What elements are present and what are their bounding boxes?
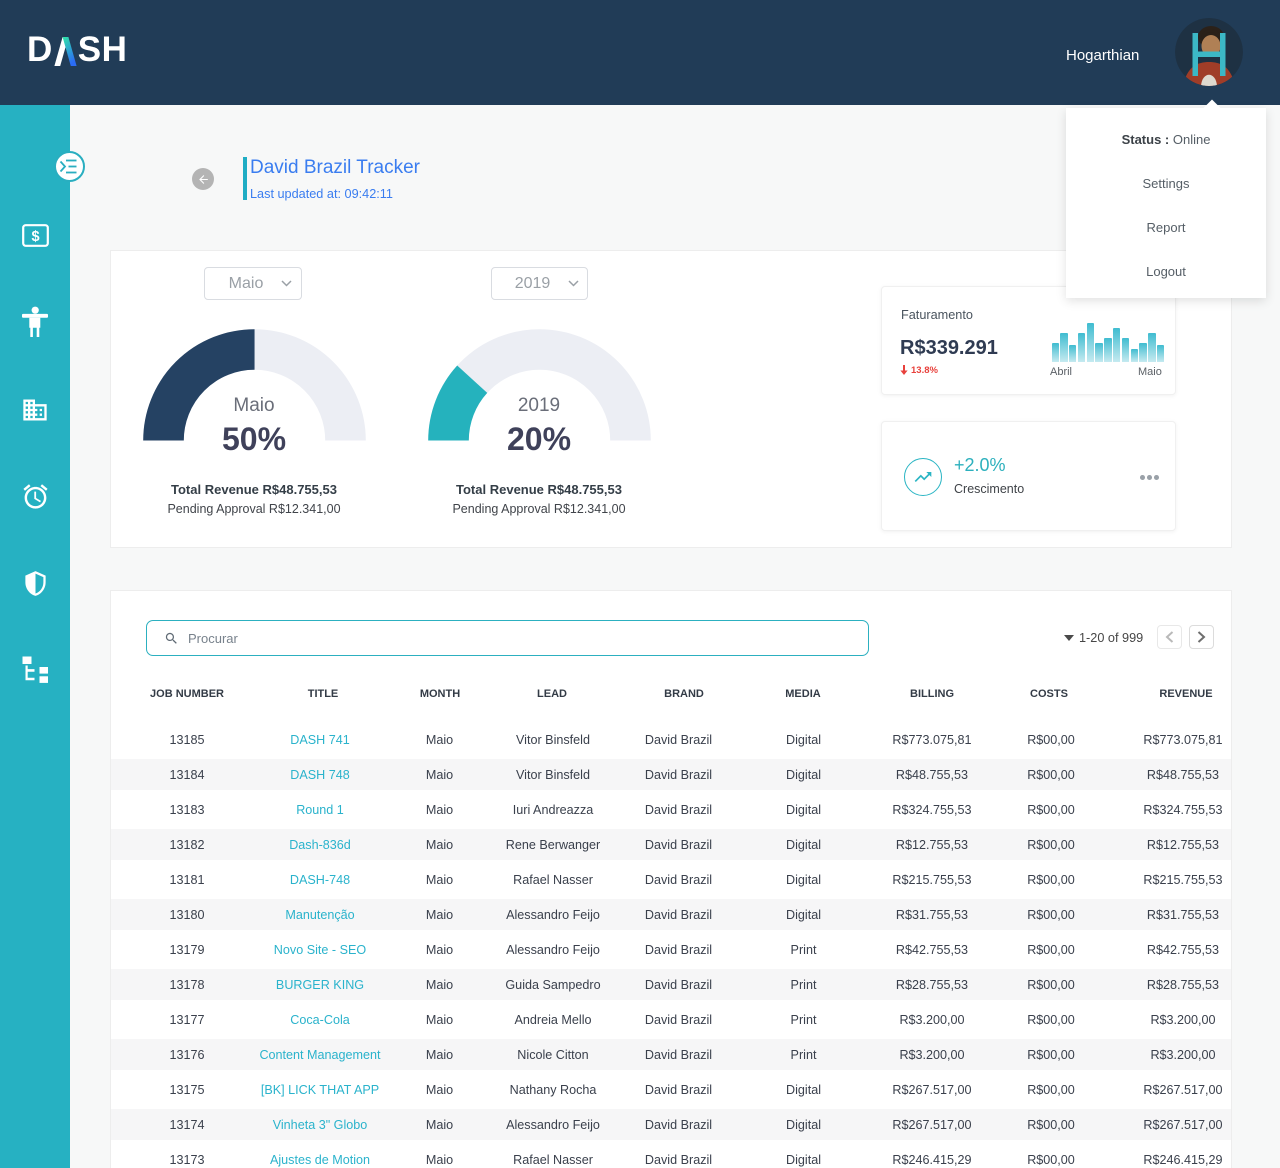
svg-text:$: $: [31, 229, 39, 245]
